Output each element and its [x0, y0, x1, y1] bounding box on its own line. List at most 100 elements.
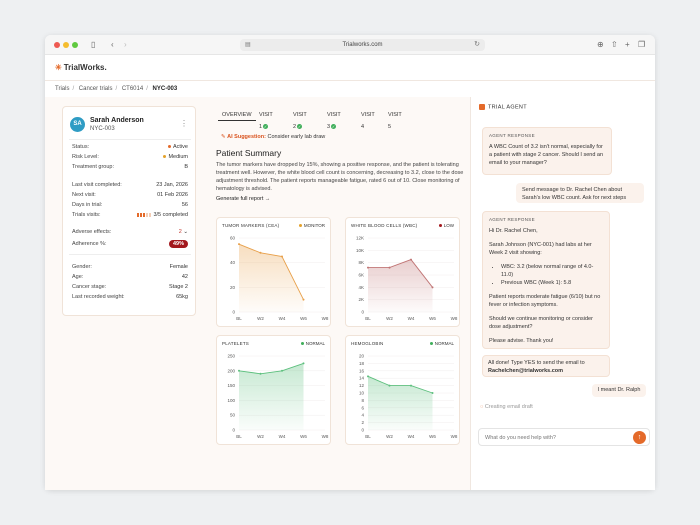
chart-status: LOW	[443, 223, 454, 228]
ai-suggestion[interactable]: ✎ AI Suggestion: Consider early lab draw	[221, 134, 326, 140]
divider	[69, 139, 191, 140]
share-icon[interactable]: ⇧	[611, 40, 618, 49]
chart-status: NORMAL	[305, 341, 325, 346]
x-tick-label: W4	[408, 434, 415, 439]
arrow-right-icon: →	[264, 196, 271, 202]
y-tick-label: 18	[359, 361, 365, 366]
breadcrumb-trial-id[interactable]: CT6014	[121, 86, 144, 92]
chart-hemoglobin: HEMOGLOBIN NORMAL 0 2 4 6 8 10 12 14 16 18 20 BL W2 W…	[345, 335, 460, 445]
new-tab-icon[interactable]: +	[625, 40, 630, 49]
y-tick-label: 20	[359, 354, 365, 359]
data-point	[431, 392, 434, 394]
x-tick-label: W4	[279, 316, 286, 321]
chart-platelets: PLATELETS NORMAL 0 50 100 150 200 250 BL W2 W4 W6…	[216, 335, 331, 445]
chart-title: PLATELETS	[222, 341, 249, 346]
days-row: Days in trial: 56	[72, 202, 188, 208]
y-tick-label: 20	[230, 285, 236, 290]
x-tick-label: BL	[365, 316, 371, 321]
divider	[69, 254, 191, 255]
check-icon: ✓	[263, 124, 269, 130]
address-bar[interactable]: ▤ Trialworks.com ↻	[240, 39, 485, 51]
spinner-icon: ◌	[480, 404, 484, 410]
maximize-window-button[interactable]	[72, 42, 78, 48]
agent-header: TRIAL AGENT	[479, 104, 527, 110]
y-tick-label: 250	[227, 354, 235, 359]
x-tick-label: W8	[451, 316, 458, 321]
x-tick-label: W2	[386, 316, 393, 321]
y-tick-label: 150	[227, 383, 235, 388]
generate-report-link[interactable]: Generate full report →	[216, 196, 271, 202]
x-tick-label: W8	[322, 434, 329, 439]
minimize-window-button[interactable]	[63, 42, 69, 48]
chart-tumor-markers: TUMOR MARKERS (CEA) MONITOR 0 20 40 60 BL W2 W…	[216, 217, 331, 327]
x-tick-label: BL	[236, 434, 242, 439]
age-row: Age: 42	[72, 274, 188, 280]
y-tick-label: 4	[361, 413, 364, 418]
x-tick-label: W8	[322, 316, 329, 321]
status-dot-icon	[298, 224, 302, 228]
check-icon: ✓	[297, 124, 303, 130]
data-point	[410, 384, 412, 387]
y-tick-label: 200	[227, 368, 235, 373]
x-tick-label: W4	[408, 316, 415, 321]
y-tick-label: 10K	[356, 248, 364, 253]
chat-input-box: ↑	[478, 428, 650, 446]
x-tick-label: BL	[365, 434, 371, 439]
url-text: Trialworks.com	[342, 42, 383, 48]
site-info-icon[interactable]: ▤	[245, 42, 251, 48]
y-tick-label: 100	[227, 398, 235, 403]
reload-icon[interactable]: ↻	[474, 41, 480, 48]
app-header: ✳ TrialWorks.	[45, 55, 655, 81]
back-arrow-icon[interactable]: ‹	[111, 40, 114, 49]
risk-dot-icon	[163, 155, 167, 159]
chart-wbc: WHITE BLOOD CELLS (WBC) LOW 0 2K 4K 6K 8K 10K…	[345, 217, 460, 327]
x-tick-label: W2	[257, 434, 264, 439]
y-tick-label: 12K	[356, 236, 364, 241]
forward-arrow-icon[interactable]: ›	[124, 40, 127, 49]
y-tick-label: 12	[359, 383, 365, 388]
series-line	[238, 362, 304, 375]
send-arrow-icon[interactable]: ↑	[633, 431, 646, 444]
chart-status: MONITOR	[303, 223, 325, 228]
tab-overview[interactable]: OVERVIEW	[218, 109, 256, 121]
sidebar-toggle-icon[interactable]: ▯	[91, 40, 96, 49]
y-tick-label: 0	[232, 310, 235, 315]
chevron-down-icon: ⌄	[183, 229, 188, 235]
data-point	[281, 255, 283, 258]
adverse-row[interactable]: Adverse effects: 2 ⌄	[72, 229, 188, 235]
tab-visit-2[interactable]: VISIT 2 ✓	[293, 112, 307, 130]
check-icon: ✓	[331, 124, 337, 130]
y-tick-label: 0	[361, 310, 364, 315]
tab-visit-5[interactable]: VISIT 5	[388, 112, 402, 130]
x-tick-label: W8	[451, 434, 458, 439]
breadcrumb-cancer-trials[interactable]: Cancer trials	[78, 86, 113, 92]
user-message: I meant Dr. Ralph	[592, 384, 646, 397]
x-tick-label: W2	[257, 316, 264, 321]
chart-title: HEMOGLOBIN	[351, 341, 384, 346]
brand-logo[interactable]: ✳ TrialWorks.	[55, 63, 107, 72]
data-point	[388, 266, 391, 269]
agent-icon	[479, 104, 485, 110]
tabs-overview-icon[interactable]: ❐	[638, 40, 646, 49]
chat-input[interactable]	[485, 432, 625, 443]
more-options-icon[interactable]: ⋮	[180, 119, 188, 128]
data-point	[302, 362, 305, 365]
y-tick-label: 10	[359, 391, 365, 396]
close-window-button[interactable]	[54, 42, 60, 48]
data-point	[367, 266, 369, 269]
x-tick-label: W2	[386, 434, 393, 439]
breadcrumb-trials[interactable]: Trials	[55, 86, 70, 92]
series-line	[238, 243, 304, 300]
download-icon[interactable]: ⊕	[597, 40, 604, 49]
email-address: Rachelchen@trialworks.com	[488, 368, 564, 374]
tab-visit-1[interactable]: VISIT 1 ✓	[259, 112, 273, 130]
status-dot-icon	[168, 145, 172, 149]
data-point	[238, 243, 240, 246]
summary-text: The tumor markers have dropped by 15%, s…	[216, 162, 464, 192]
series-area	[239, 363, 304, 430]
tab-visit-4[interactable]: VISIT 4	[361, 112, 375, 130]
y-tick-label: 40	[230, 260, 236, 265]
data-point	[259, 251, 262, 254]
tab-visit-3[interactable]: VISIT 3 ✓	[327, 112, 341, 130]
series-line	[368, 259, 433, 288]
